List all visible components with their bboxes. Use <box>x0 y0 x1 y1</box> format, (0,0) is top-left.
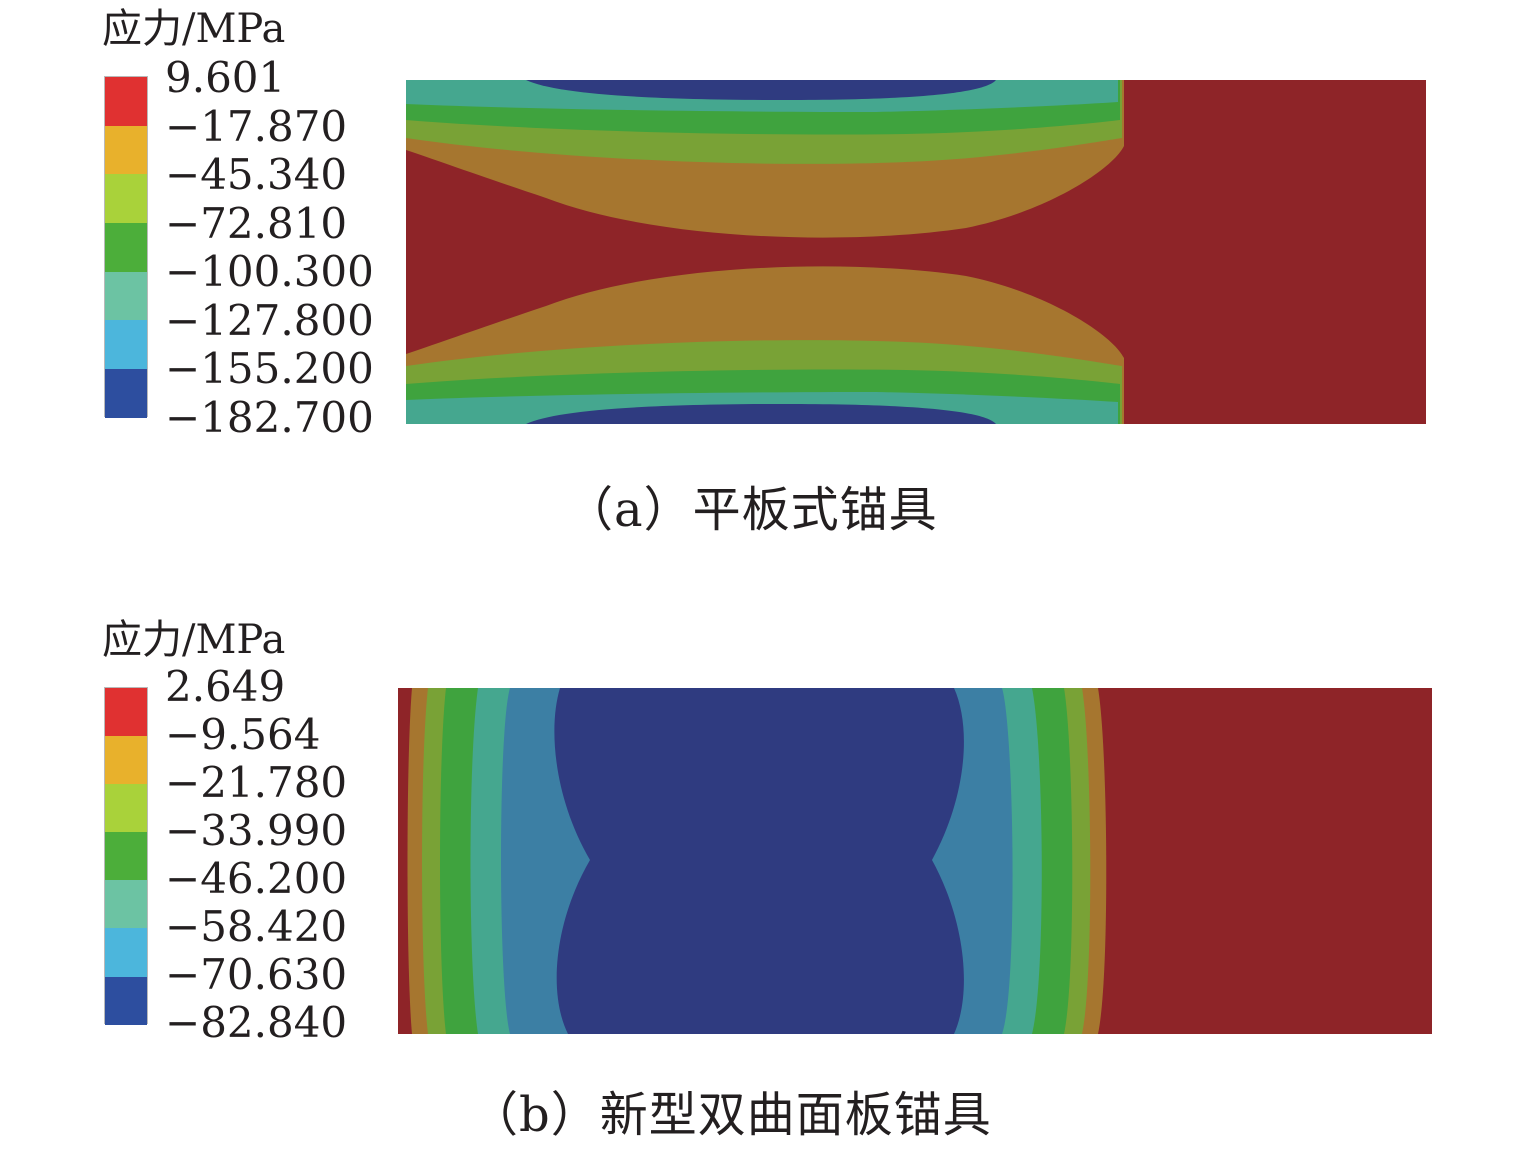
stress-contour-plot-a <box>406 80 1426 424</box>
legend-title-a: 应力/MPa <box>102 6 286 52</box>
legend-swatch <box>105 688 147 737</box>
contour-band-blue <box>526 80 996 100</box>
contour-band-blue <box>526 404 996 424</box>
color-legend-a <box>104 76 148 418</box>
legend-swatch <box>105 174 147 224</box>
legend-value: 9.601 <box>165 53 286 102</box>
legend-swatch <box>105 77 147 126</box>
legend-swatch <box>105 320 147 370</box>
legend-value: −9.564 <box>165 710 321 759</box>
legend-value: −70.630 <box>165 950 348 999</box>
legend-swatch <box>105 880 147 929</box>
legend-swatch <box>105 976 147 1025</box>
legend-labels-b: 2.649 −9.564 −21.780 −33.990 −46.200 −58… <box>165 663 347 1047</box>
legend-value: −100.300 <box>165 247 374 296</box>
caption-b: （b）新型双曲面板锚具 <box>470 1087 992 1143</box>
caption-a: （a）平板式锚具 <box>565 482 938 538</box>
legend-swatch <box>105 369 147 418</box>
legend-labels-a: 9.601 −17.870 −45.340 −72.810 −100.300 −… <box>165 53 374 442</box>
legend-value: −155.200 <box>165 344 374 393</box>
legend-value: −127.800 <box>165 295 374 345</box>
legend-swatch <box>105 736 147 785</box>
legend-swatch <box>105 271 147 321</box>
legend-value: −182.700 <box>165 392 374 442</box>
legend-swatch <box>105 784 147 833</box>
legend-value: −58.420 <box>165 902 348 951</box>
panel-a: 应力/MPa 9.601 −17.870 −45.340 −72.810 −10… <box>0 0 1535 560</box>
legend-swatch <box>105 223 147 272</box>
legend-swatch <box>105 928 147 977</box>
stress-contour-plot-b <box>398 688 1432 1034</box>
legend-value: −72.810 <box>165 198 348 248</box>
legend-value: 2.649 <box>165 662 286 711</box>
contour-band-blue <box>554 688 964 1034</box>
legend-value: −82.840 <box>165 998 348 1047</box>
legend-title-b: 应力/MPa <box>102 617 286 663</box>
legend-value: −46.200 <box>165 854 348 903</box>
panel-b: 应力/MPa 2.649 −9.564 −21.780 −33.990 −46.… <box>0 605 1535 1152</box>
legend-value: −33.990 <box>165 806 348 855</box>
legend-value: −21.780 <box>165 758 348 807</box>
color-legend-b <box>104 687 148 1025</box>
legend-value: −17.870 <box>165 101 348 151</box>
legend-swatch <box>105 832 147 881</box>
legend-swatch <box>105 125 147 175</box>
legend-value: −45.340 <box>165 150 348 199</box>
